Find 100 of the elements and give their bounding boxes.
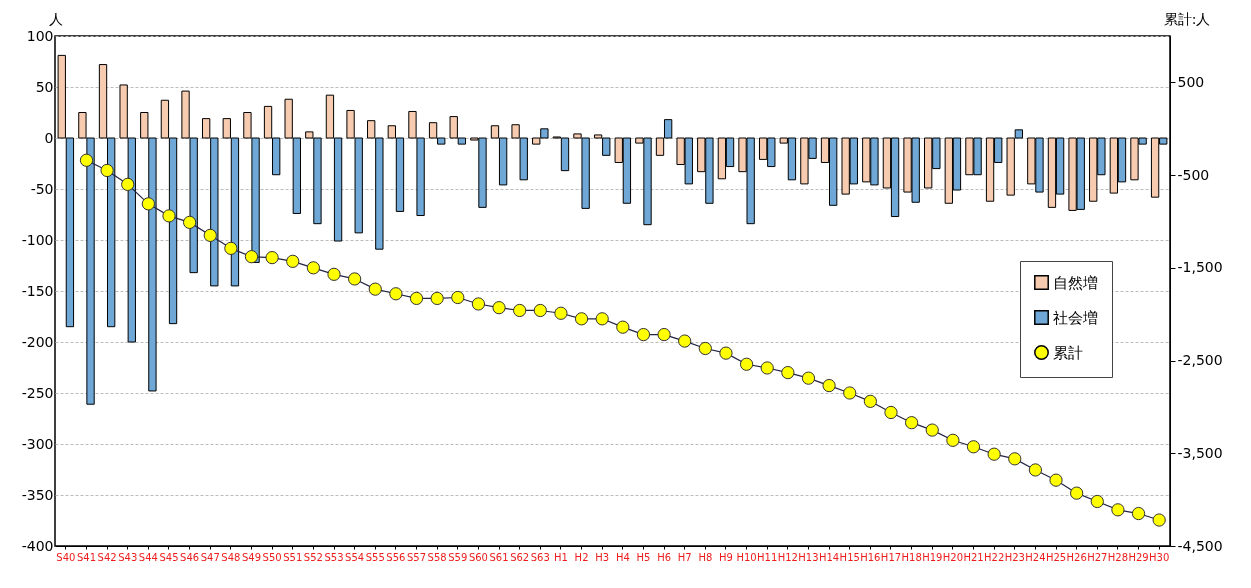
point — [1152, 513, 1166, 527]
y2-tick-label: 500 — [1177, 73, 1205, 90]
x-tick-label: S43 — [118, 551, 138, 563]
x-tick-label: H4 — [615, 551, 630, 563]
point — [224, 241, 238, 255]
y2-tick-label: -3,500 — [1177, 444, 1223, 461]
x-tick-label: H23 — [1004, 551, 1025, 563]
point — [368, 282, 382, 296]
y-tick-label: -400 — [21, 537, 54, 554]
legend-label: 累計 — [1053, 343, 1083, 362]
x-tick-label: S60 — [468, 551, 488, 563]
point — [471, 297, 486, 311]
x-tick-label: S63 — [530, 551, 550, 563]
point — [1070, 486, 1084, 500]
point — [244, 250, 259, 264]
x-tick-label: H20 — [942, 551, 963, 563]
point — [1131, 506, 1146, 521]
point — [678, 334, 692, 348]
x-tick-label: H15 — [839, 551, 860, 563]
x-tick-label: S47 — [200, 551, 220, 563]
x-tick-label: S62 — [510, 551, 530, 563]
x-tick-label: S42 — [97, 551, 117, 563]
x-tick-label: H8 — [698, 551, 713, 563]
point — [306, 261, 320, 275]
x-tick-label: H14 — [818, 551, 840, 563]
point — [533, 303, 547, 318]
x-tick-label: H21 — [963, 551, 984, 563]
point — [492, 301, 506, 315]
x-tick-label: H22 — [984, 551, 1005, 563]
x-tick-label: H16 — [860, 551, 881, 563]
x-tick-label: S46 — [180, 551, 200, 563]
x-tick-label: H6 — [657, 551, 672, 563]
x-tick-label: H26 — [1066, 551, 1087, 563]
point — [616, 320, 630, 334]
x-tick-label: H11 — [757, 551, 778, 563]
point — [327, 267, 341, 281]
point — [946, 433, 960, 447]
y2-tick-label: -1,500 — [1177, 259, 1223, 276]
y-tick-label: -100 — [21, 231, 54, 248]
x-tick-label: S52 — [303, 551, 323, 563]
y-tick-label: -200 — [21, 333, 54, 350]
x-tick-label: H30 — [1149, 551, 1170, 563]
y-tick-label: -150 — [21, 282, 54, 299]
x-tick-label: H13 — [798, 551, 819, 563]
point — [781, 365, 795, 380]
x-tick-label: H2 — [574, 551, 589, 563]
x-tick-label: H18 — [901, 551, 922, 563]
x-tick-label: H28 — [1107, 551, 1129, 563]
point — [760, 361, 774, 375]
x-tick-label: H1 — [553, 551, 568, 563]
point — [1008, 452, 1022, 466]
point — [141, 197, 155, 211]
y2-tick-label: -2,500 — [1177, 352, 1223, 369]
y-tick-label: 0 — [44, 129, 54, 146]
x-tick-label: S45 — [159, 551, 179, 563]
point — [905, 416, 919, 430]
point — [595, 312, 609, 326]
x-tick-label: H24 — [1025, 551, 1046, 563]
x-tick-label: S56 — [386, 551, 406, 563]
point — [863, 394, 877, 408]
x-tick-label: H7 — [677, 551, 692, 563]
point — [182, 215, 197, 229]
point — [121, 177, 135, 191]
x-tick-label: S61 — [489, 551, 509, 563]
x-tick-label: S49 — [241, 551, 262, 563]
y2-axis-title: 累計:人 — [1163, 10, 1211, 27]
x-tick-label: S58 — [427, 551, 447, 563]
x-tick-label: S48 — [221, 551, 241, 563]
x-tick-label: H29 — [1128, 551, 1149, 563]
y-tick-label: -350 — [21, 486, 54, 503]
point — [574, 312, 589, 326]
point — [801, 371, 816, 385]
legend-label: 社会増 — [1053, 308, 1098, 327]
point — [636, 327, 651, 342]
point — [100, 163, 114, 178]
y-tick-label: 100 — [26, 27, 54, 44]
x-tick-label: H3 — [595, 551, 610, 563]
point — [657, 327, 671, 342]
y-axis-title: 人 — [48, 10, 63, 27]
point — [1049, 473, 1063, 487]
x-tick-label: S57 — [406, 551, 427, 563]
x-tick-label: S40 — [56, 551, 76, 563]
point — [843, 386, 857, 400]
point — [925, 423, 939, 437]
y-tick-label: -50 — [30, 180, 54, 197]
x-tick-label: H17 — [880, 551, 902, 563]
point — [1028, 463, 1043, 477]
x-tick-label: H5 — [636, 551, 651, 563]
point — [966, 440, 981, 454]
point — [162, 209, 176, 223]
x-tick-label: S59 — [448, 551, 468, 563]
point — [451, 290, 465, 305]
point — [884, 405, 898, 420]
x-tick-label: S55 — [365, 551, 385, 563]
point — [286, 254, 300, 268]
y-tick-label: -250 — [21, 384, 54, 401]
x-tick-label: H19 — [922, 551, 943, 563]
y-tick-label: 50 — [35, 78, 54, 95]
x-tick-label: S51 — [283, 551, 303, 563]
x-tick-label: S53 — [324, 551, 344, 563]
